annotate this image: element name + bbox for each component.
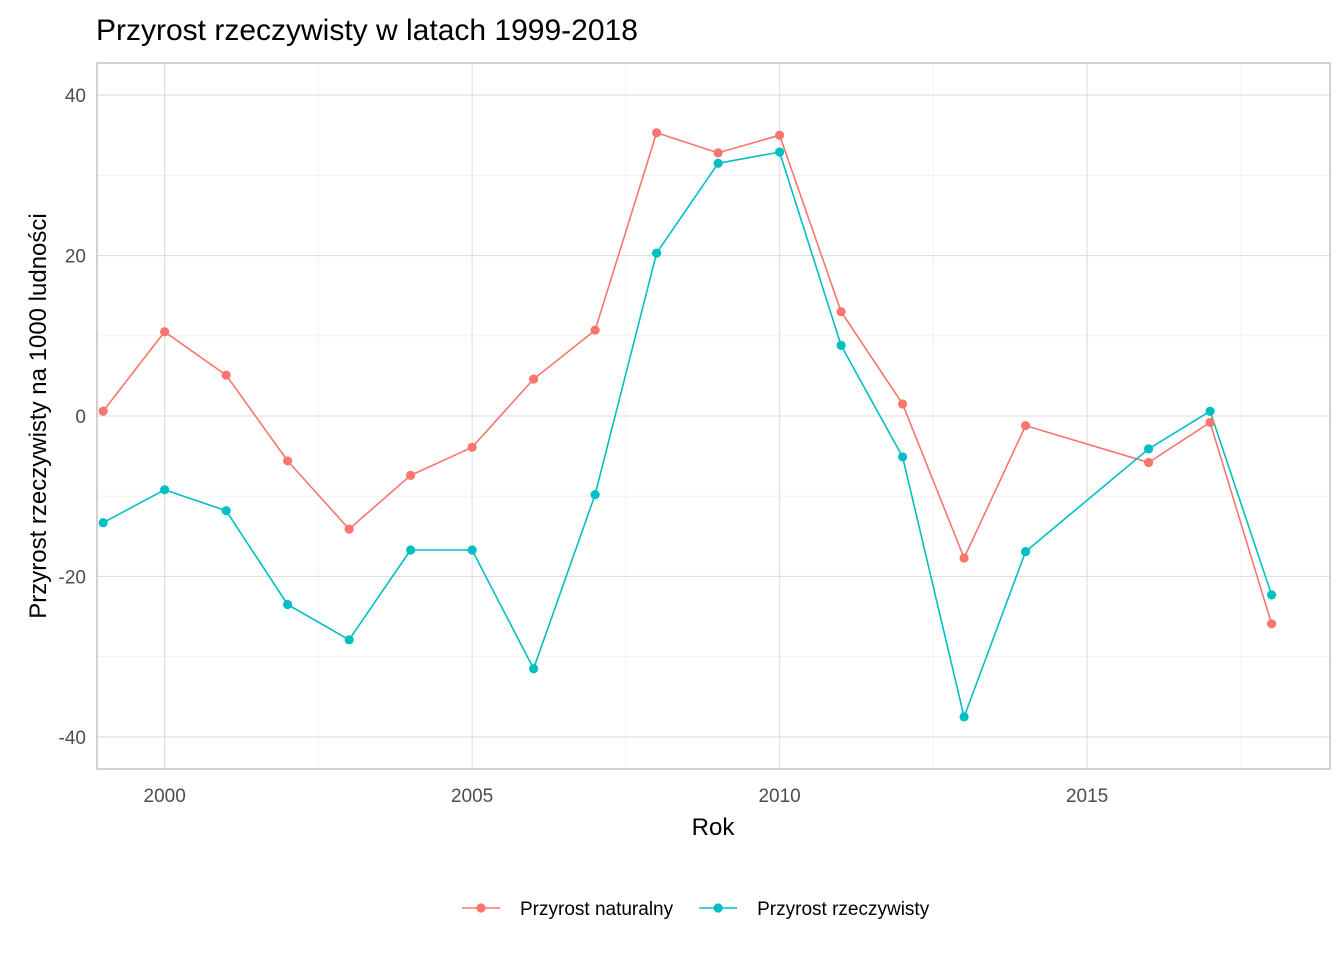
data-point xyxy=(836,307,846,317)
data-point xyxy=(1020,421,1031,431)
x-axis-title: Rok xyxy=(692,814,736,841)
data-point xyxy=(529,664,539,674)
data-point xyxy=(406,545,416,555)
data-point xyxy=(467,442,477,452)
data-point xyxy=(836,340,846,350)
data-point xyxy=(283,599,293,610)
data-point xyxy=(1205,406,1215,416)
data-point xyxy=(1143,444,1154,454)
data-point xyxy=(590,325,600,335)
data-point xyxy=(98,406,108,416)
data-point xyxy=(1266,590,1277,600)
y-tick-label: 0 xyxy=(75,407,86,428)
data-point xyxy=(652,128,662,138)
data-point xyxy=(1205,417,1215,428)
data-point xyxy=(775,147,785,157)
data-point xyxy=(959,712,969,722)
y-axis-title: Przyrost rzeczywisty na 1000 ludności xyxy=(25,213,52,619)
tick-labels: 2000 2005 2010 2015 -40 -20 0 20 40 xyxy=(59,86,1109,807)
data-point xyxy=(775,130,785,140)
legend-label: Przyrost rzeczywisty xyxy=(757,899,930,920)
legend-key-point xyxy=(713,903,723,913)
data-point xyxy=(467,545,477,555)
data-point xyxy=(406,470,416,480)
data-point xyxy=(344,635,354,645)
legend: Przyrost naturalny Przyrost rzeczywisty xyxy=(462,899,930,920)
legend-label: Przyrost naturalny xyxy=(520,899,674,920)
data-point xyxy=(713,148,723,158)
x-tick-label: 2010 xyxy=(758,786,800,807)
data-point xyxy=(221,370,231,380)
data-point xyxy=(283,456,293,466)
legend-key-point xyxy=(476,903,486,913)
data-point xyxy=(590,490,600,500)
data-point xyxy=(1020,546,1031,557)
y-tick-label: 20 xyxy=(65,247,86,268)
data-point xyxy=(652,248,662,258)
data-point xyxy=(898,452,908,462)
data-point xyxy=(1143,457,1154,468)
data-point xyxy=(529,374,539,384)
data-point xyxy=(713,158,723,168)
data-point xyxy=(898,399,908,409)
series-lines xyxy=(102,132,1273,718)
legend-item-2: Przyrost rzeczywisty xyxy=(699,899,930,920)
grid-lines xyxy=(97,63,1330,769)
data-point xyxy=(1266,619,1277,629)
chart-title: Przyrost rzeczywisty w latach 1999-2018 xyxy=(96,14,638,47)
x-tick-label: 2005 xyxy=(451,786,493,807)
series-line-2 xyxy=(102,151,1273,718)
data-point xyxy=(98,518,108,528)
data-point xyxy=(344,524,354,534)
x-tick-label: 2000 xyxy=(144,786,186,807)
legend-item-1: Przyrost naturalny xyxy=(462,899,674,920)
y-tick-label: -20 xyxy=(59,567,86,588)
y-tick-label: -40 xyxy=(59,728,86,749)
data-point xyxy=(160,485,170,495)
data-point xyxy=(959,553,969,563)
y-tick-label: 40 xyxy=(65,86,86,107)
data-point xyxy=(221,506,231,516)
data-points xyxy=(98,128,1277,722)
plot-panel-border xyxy=(96,62,1331,770)
x-tick-label: 2015 xyxy=(1066,786,1108,807)
series-line-1 xyxy=(102,132,1273,625)
data-point xyxy=(160,327,170,337)
